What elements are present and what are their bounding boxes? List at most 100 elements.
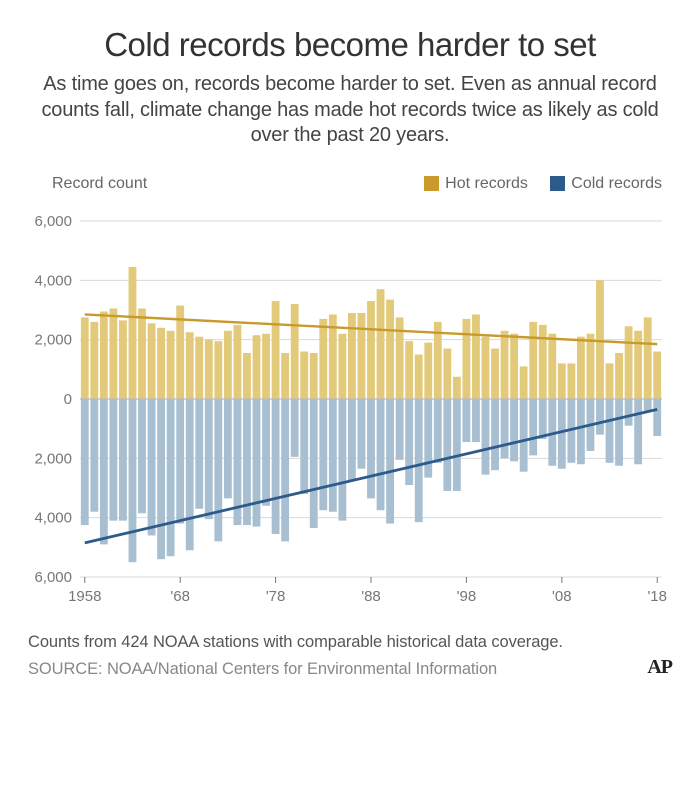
cold-bar <box>291 399 299 457</box>
cold-bar <box>434 399 442 463</box>
hot-bar <box>358 313 366 399</box>
y-tick-label: 6,000 <box>34 213 72 230</box>
cold-bar <box>510 399 518 461</box>
infographic-root: Cold records become harder to set As tim… <box>0 0 700 689</box>
cold-bar <box>81 399 89 525</box>
cold-bar <box>482 399 490 475</box>
hot-bar <box>548 334 556 399</box>
y-tick-label: 0 <box>64 391 72 408</box>
hot-bar <box>291 304 299 399</box>
hot-bar <box>338 334 346 399</box>
cold-bar <box>539 399 547 439</box>
hot-bar <box>186 332 194 399</box>
cold-bar <box>262 399 270 506</box>
hot-bar <box>634 331 642 399</box>
hot-bar <box>167 331 175 399</box>
cold-bar <box>596 399 604 435</box>
chart-area: Record count Hot records Cold records 02… <box>28 175 672 609</box>
hot-bar <box>577 336 585 398</box>
cold-bar <box>253 399 261 527</box>
x-tick-label: '98 <box>457 588 477 605</box>
y-tick-label: 2,000 <box>34 450 72 467</box>
hot-bar <box>281 353 289 399</box>
cold-bar <box>491 399 499 470</box>
hot-bar <box>272 301 280 399</box>
cold-bar <box>367 399 375 498</box>
ap-logo: AP <box>647 656 672 679</box>
chart-source: SOURCE: NOAA/National Centers for Enviro… <box>28 660 497 679</box>
hot-bar <box>129 267 137 399</box>
cold-bar <box>462 399 470 442</box>
chart-footnote: Counts from 424 NOAA stations with compa… <box>28 633 672 652</box>
cold-bar <box>224 399 232 498</box>
hot-bar <box>100 311 108 399</box>
hot-bar <box>491 348 499 398</box>
cold-bar <box>195 399 203 509</box>
cold-bar <box>138 399 146 513</box>
hot-bar <box>310 353 318 399</box>
y-tick-label: 4,000 <box>34 272 72 289</box>
cold-bar <box>348 399 356 481</box>
x-tick-label: '78 <box>266 588 286 605</box>
hot-bar <box>157 328 165 399</box>
cold-bar <box>529 399 537 455</box>
cold-bar <box>300 399 308 494</box>
cold-bar <box>558 399 566 469</box>
cold-bar <box>472 399 480 442</box>
legend-label-hot: Hot records <box>445 175 528 193</box>
cold-bar <box>281 399 289 541</box>
hot-bar <box>119 320 127 399</box>
hot-bar <box>405 341 413 399</box>
cold-bar <box>615 399 623 466</box>
cold-bar <box>319 399 327 510</box>
cold-bar <box>157 399 165 559</box>
hot-bar <box>615 353 623 399</box>
cold-bar <box>386 399 394 524</box>
hot-bar <box>377 289 385 399</box>
cold-bar <box>520 399 528 472</box>
cold-bar <box>424 399 432 478</box>
legend-swatch-hot <box>424 176 439 191</box>
cold-bar <box>176 399 184 524</box>
hot-bar <box>587 334 595 399</box>
hot-bar <box>482 336 490 398</box>
hot-bar <box>510 334 518 399</box>
hot-bar <box>109 308 117 398</box>
hot-bar <box>558 363 566 399</box>
cold-bar <box>358 399 366 469</box>
x-tick-label: '88 <box>361 588 381 605</box>
cold-bar <box>205 399 213 519</box>
hot-bar <box>214 341 222 399</box>
hot-bar <box>606 363 614 399</box>
cold-bar <box>405 399 413 485</box>
cold-bar <box>167 399 175 556</box>
hot-bar <box>453 377 461 399</box>
legend-label-cold: Cold records <box>571 175 662 193</box>
cold-bar <box>310 399 318 528</box>
x-tick-label: '18 <box>647 588 667 605</box>
source-row: SOURCE: NOAA/National Centers for Enviro… <box>28 656 672 679</box>
cold-bar <box>377 399 385 510</box>
hot-bar <box>415 354 423 399</box>
y-tick-label: 2,000 <box>34 331 72 348</box>
hot-bar <box>462 319 470 399</box>
hot-bar <box>644 317 652 399</box>
hot-bar <box>243 353 251 399</box>
cold-bar <box>338 399 346 521</box>
hot-bar <box>367 301 375 399</box>
cold-bar <box>625 399 633 426</box>
hot-bar <box>596 280 604 399</box>
chart-legend: Hot records Cold records <box>406 175 662 197</box>
legend-swatch-cold <box>550 176 565 191</box>
cold-bar <box>214 399 222 541</box>
hot-bar <box>262 334 270 399</box>
cold-bar <box>653 399 661 436</box>
hot-bar <box>300 351 308 398</box>
cold-bar <box>453 399 461 491</box>
hot-bar <box>443 348 451 398</box>
x-tick-label: '08 <box>552 588 572 605</box>
cold-bar <box>644 399 652 411</box>
hot-bar <box>424 342 432 398</box>
y-tick-label: 6,000 <box>34 569 72 586</box>
cold-bar <box>148 399 156 535</box>
